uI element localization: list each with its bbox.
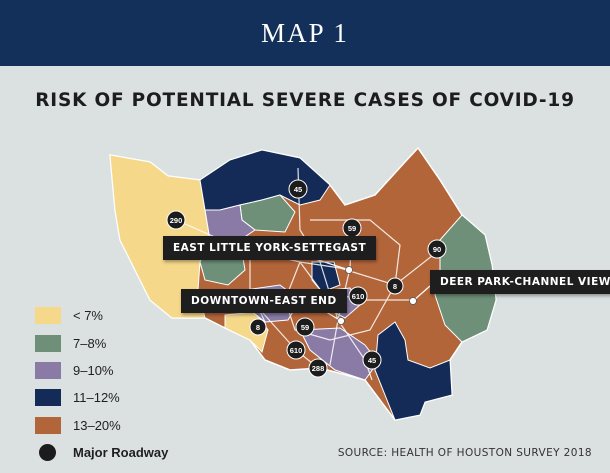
callout-east-little-york: EAST LITTLE YORK-SETTEGAST bbox=[163, 236, 377, 260]
highway-8-east-marker: 8 bbox=[386, 277, 404, 295]
legend-swatch-7to8 bbox=[35, 334, 61, 352]
highway-90-marker: 90 bbox=[427, 239, 447, 259]
legend-item-under7: < 7% bbox=[35, 302, 168, 329]
svg-text:59: 59 bbox=[301, 323, 309, 332]
header-title: MAP 1 bbox=[261, 17, 349, 48]
legend-label: 9–10% bbox=[73, 362, 114, 378]
legend-swatch-9to10 bbox=[35, 361, 61, 379]
legend-swatch-11to12 bbox=[35, 389, 61, 407]
region-9to10-south bbox=[299, 327, 379, 381]
svg-text:45: 45 bbox=[368, 356, 376, 365]
highway-288-marker: 288 bbox=[308, 358, 328, 378]
svg-text:8: 8 bbox=[393, 282, 397, 291]
highway-610-south-marker: 610 bbox=[286, 340, 306, 360]
legend-label: 11–12% bbox=[73, 390, 120, 406]
callout-deer-park-channel-view: DEER PARK-CHANNEL VIEW bbox=[430, 270, 610, 294]
svg-text:90: 90 bbox=[433, 245, 441, 254]
legend-label: 13–20% bbox=[73, 417, 121, 433]
location-dot-deer-park bbox=[409, 297, 417, 305]
highway-45-north-marker: 45 bbox=[288, 179, 308, 199]
location-dot-downtown bbox=[337, 317, 345, 325]
highway-290-marker: 290 bbox=[166, 210, 186, 230]
legend-label: 7–8% bbox=[73, 335, 107, 351]
header-banner: MAP 1 bbox=[0, 0, 610, 66]
highway-8-west-marker: 8 bbox=[249, 318, 267, 336]
svg-text:8: 8 bbox=[256, 323, 260, 332]
callout-downtown-east-end: DOWNTOWN-EAST END bbox=[181, 289, 347, 313]
source-note: SOURCE: HEALTH OF HOUSTON SURVEY 2018 bbox=[337, 447, 592, 459]
map-legend: < 7% 7–8% 9–10% 11–12% 13–20% Major Road… bbox=[35, 302, 168, 466]
legend-item-7to8: 7–8% bbox=[35, 329, 168, 356]
legend-swatch-under7 bbox=[35, 307, 61, 325]
roadway-marker-icon bbox=[39, 444, 56, 462]
location-dot-east-little-york bbox=[345, 266, 353, 274]
region-11to12-east-central bbox=[311, 261, 341, 293]
legend-label-roadway: Major Roadway bbox=[73, 445, 169, 461]
legend-label: < 7% bbox=[73, 308, 103, 324]
highway-59-south-marker: 59 bbox=[295, 317, 315, 337]
highway-59-north-marker: 59 bbox=[342, 218, 362, 238]
svg-text:610: 610 bbox=[290, 346, 303, 355]
legend-item-11to12: 11–12% bbox=[35, 384, 168, 411]
region-11to12-southeast bbox=[374, 321, 453, 421]
legend-swatch-13to20 bbox=[35, 416, 61, 434]
svg-text:288: 288 bbox=[312, 364, 325, 373]
svg-text:290: 290 bbox=[170, 216, 183, 225]
svg-text:610: 610 bbox=[352, 292, 365, 301]
svg-text:59: 59 bbox=[348, 224, 356, 233]
legend-item-13to20: 13–20% bbox=[35, 412, 168, 439]
svg-text:45: 45 bbox=[294, 185, 302, 194]
highway-45-south-marker: 45 bbox=[362, 350, 382, 370]
legend-item-9to10: 9–10% bbox=[35, 357, 168, 384]
map-title: RISK OF POTENTIAL SEVERE CASES OF COVID-… bbox=[35, 90, 575, 111]
legend-item-roadway: Major Roadway bbox=[35, 439, 168, 466]
highway-610-marker: 610 bbox=[348, 286, 368, 306]
